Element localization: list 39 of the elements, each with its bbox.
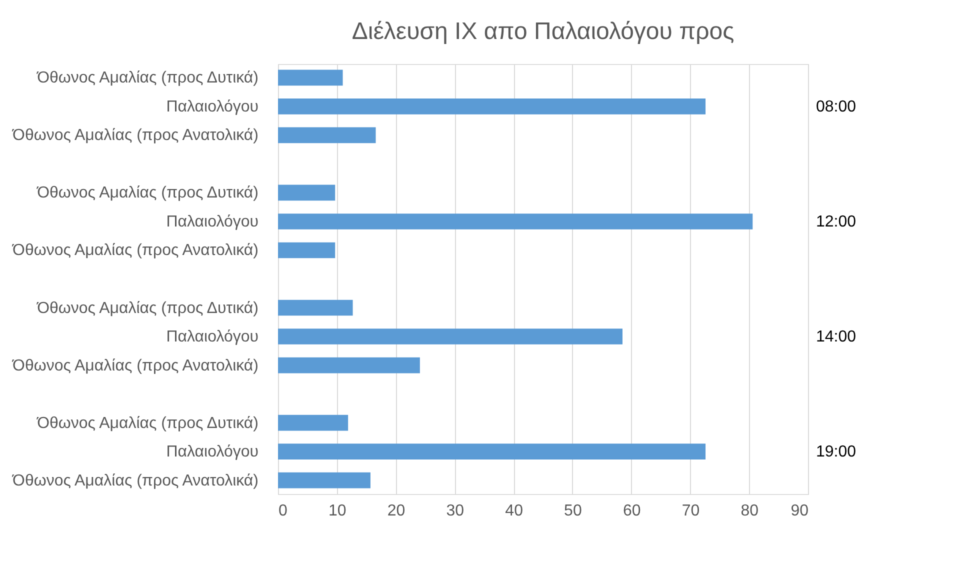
x-tick-label: 60 xyxy=(622,502,641,520)
bar xyxy=(278,70,343,86)
bar xyxy=(278,444,706,460)
x-tick-label: 10 xyxy=(328,502,346,520)
bar xyxy=(278,300,353,316)
text: 08:00 xyxy=(816,98,856,116)
text: 14:00 xyxy=(816,328,856,346)
y-tick-label: Όθωνος Αμαλίας (προς Ανατολικά) xyxy=(12,357,258,374)
bar xyxy=(278,472,370,488)
bar xyxy=(278,214,753,230)
y-tick-label: Παλαιολόγου xyxy=(166,444,258,461)
bar xyxy=(278,328,622,344)
y-tick-label: Όθωνος Αμαλίας (προς Δυτικά) xyxy=(36,184,258,202)
text: 19:00 xyxy=(816,444,856,461)
x-tick-label: 30 xyxy=(446,502,464,520)
bar xyxy=(278,357,420,374)
chart-title: Διέλευση ΙΧ απο Παλαιολόγου προς xyxy=(352,18,734,45)
x-tick-label: 0 xyxy=(278,502,288,520)
text: 12:00 xyxy=(816,213,856,230)
y-tick-label: Παλαιολόγου xyxy=(166,213,258,230)
x-tick-label: 80 xyxy=(740,502,759,520)
y-tick-label: Όθωνος Αμαλίας (προς Ανατολικά) xyxy=(12,242,258,260)
y-tick-label: Όθωνος Αμαλίας (προς Δυτικά) xyxy=(36,70,258,87)
bar xyxy=(278,414,348,431)
x-tick-label: 50 xyxy=(564,502,582,520)
bar xyxy=(278,184,336,201)
x-tick-label: 40 xyxy=(505,502,524,520)
y-tick-label: Όθωνος Αμαλίας (προς Δυτικά) xyxy=(36,300,258,317)
x-tick-label: 90 xyxy=(790,502,809,520)
y-tick-label: Όθωνος Αμαλίας (προς Ανατολικά) xyxy=(12,127,258,144)
y-tick-label: Όθωνος Αμαλίας (προς Δυτικά) xyxy=(36,414,258,432)
x-tick-label: 70 xyxy=(682,502,700,520)
bar xyxy=(278,98,706,114)
y-tick-label: Όθωνος Αμαλίας (προς Ανατολικά) xyxy=(12,472,258,490)
y-tick-label: Παλαιολόγου xyxy=(166,98,258,116)
x-tick-label: 20 xyxy=(387,502,406,520)
bar xyxy=(278,242,336,258)
bar xyxy=(278,127,376,144)
y-tick-label: Παλαιολόγου xyxy=(166,328,258,346)
